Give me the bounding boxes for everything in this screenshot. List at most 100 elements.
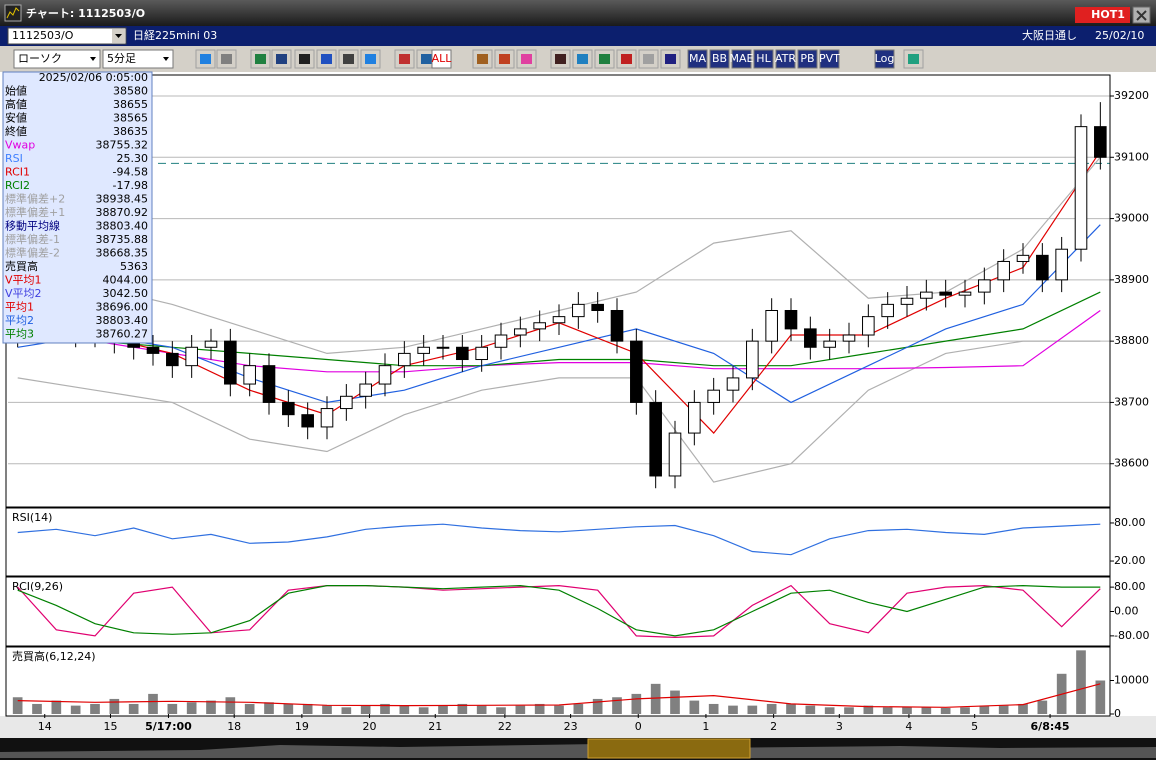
tool-button[interactable] xyxy=(731,49,752,69)
candle-body xyxy=(475,346,488,361)
volume-bar xyxy=(960,707,970,714)
candle-body xyxy=(939,291,952,296)
volume-bar xyxy=(476,705,487,714)
dropdown-arrow xyxy=(115,34,122,38)
candle-body xyxy=(958,291,972,296)
overview xyxy=(0,744,1156,758)
tool-label: BB xyxy=(712,52,727,65)
info-label: 標準偏差-2 xyxy=(5,246,60,260)
candle-body xyxy=(1094,126,1107,158)
scroll-thumb[interactable] xyxy=(587,738,751,759)
volume-bar xyxy=(612,697,622,714)
candle-body xyxy=(340,395,353,410)
tool-button[interactable] xyxy=(775,49,796,69)
info-label: 安値 xyxy=(5,111,27,125)
x-tick-label: 3 xyxy=(836,720,843,733)
volume-bar xyxy=(167,703,178,714)
volume-bar xyxy=(90,703,100,714)
app-icon xyxy=(4,4,22,22)
tool-icon xyxy=(365,54,376,64)
x-tick-label: 5/17:00 xyxy=(145,720,192,733)
tool-label: Log xyxy=(875,52,895,65)
symbol-bar xyxy=(0,26,1156,46)
x-tick-label: 18 xyxy=(227,720,241,733)
tool-icon xyxy=(499,54,510,64)
volume-bar xyxy=(1018,703,1028,714)
info-label: RSI xyxy=(5,152,23,165)
info-value: 38760.27 xyxy=(96,328,149,341)
volume-bar xyxy=(554,705,564,714)
volume-bar xyxy=(979,705,990,714)
volume-bar xyxy=(264,702,274,714)
series-line xyxy=(17,584,1101,639)
hot-button[interactable] xyxy=(1075,7,1130,23)
x-tick-label: 19 xyxy=(295,720,309,733)
volume-bar xyxy=(457,703,468,714)
x-axis-strip xyxy=(0,716,1156,738)
chart-kind: ローソク xyxy=(18,52,62,65)
candle-body xyxy=(1055,248,1068,281)
candle-body xyxy=(610,309,624,342)
info-value: 38803.40 xyxy=(96,314,149,327)
candle-body xyxy=(514,328,527,336)
candle-body xyxy=(630,340,643,403)
tool-button[interactable] xyxy=(431,49,452,69)
volume-bar xyxy=(1037,700,1048,714)
volume-bar xyxy=(418,707,429,714)
volume-bar xyxy=(186,702,197,714)
tool-label: MA xyxy=(689,52,706,65)
candle-body xyxy=(920,291,933,299)
close-icon xyxy=(1136,10,1147,21)
y-tick-label: 10000 xyxy=(1114,673,1149,686)
info-label: 高値 xyxy=(5,97,27,111)
volume-bar xyxy=(341,707,352,714)
symbol-box[interactable] xyxy=(7,27,127,45)
info-label: RCI2 xyxy=(5,179,30,192)
volume-bar xyxy=(863,705,874,714)
tool-button[interactable] xyxy=(687,49,708,69)
volume-bar xyxy=(128,703,139,714)
candle-body xyxy=(282,401,295,416)
tool-button[interactable] xyxy=(797,49,818,69)
volume-bar xyxy=(882,707,893,714)
panel-title: 売買高(6,12,24) xyxy=(12,649,96,663)
volume-bar xyxy=(70,705,81,714)
y-tick-label: 39000 xyxy=(1114,212,1149,225)
date: 25/02/10 xyxy=(1095,29,1144,42)
x-tick-label: 22 xyxy=(498,720,512,733)
tool-icon xyxy=(421,54,432,64)
panel-title: RCI(9,26) xyxy=(12,580,63,593)
volume-bar xyxy=(206,700,216,714)
tool-icon xyxy=(399,54,410,64)
candle-body xyxy=(746,340,759,379)
tool-button[interactable] xyxy=(709,49,730,69)
y-tick-label: 38600 xyxy=(1114,457,1149,470)
y-tick-label: -80.00 xyxy=(1114,629,1149,642)
info-value: 38938.45 xyxy=(96,193,149,206)
info-label: V平均2 xyxy=(5,287,42,300)
candle-body xyxy=(823,340,836,348)
tool-icon xyxy=(477,54,488,64)
interval-select[interactable] xyxy=(102,49,174,69)
tool-button[interactable] xyxy=(753,49,774,69)
candle-body xyxy=(301,414,314,428)
y-tick-label: 80.00 xyxy=(1114,516,1146,529)
volume-bar xyxy=(805,705,816,714)
info-value: 4044.00 xyxy=(103,274,149,287)
series-line xyxy=(17,584,1101,637)
volume-bar xyxy=(592,698,603,714)
candle-body xyxy=(378,365,392,385)
info-value: -17.98 xyxy=(113,179,148,192)
app-icon-graph xyxy=(6,7,20,19)
tool-button[interactable] xyxy=(874,49,895,69)
chart-kind-select[interactable] xyxy=(13,49,101,69)
volume-bar xyxy=(1076,650,1086,714)
volume-bar xyxy=(322,705,332,714)
info-value: -94.58 xyxy=(113,166,148,179)
volume-bar xyxy=(244,703,255,714)
volume-bar xyxy=(360,705,371,714)
volume-bar xyxy=(921,707,932,714)
tool-button[interactable] xyxy=(819,49,840,69)
candle-body xyxy=(146,346,160,354)
info-label: 標準偏差+1 xyxy=(5,205,65,219)
